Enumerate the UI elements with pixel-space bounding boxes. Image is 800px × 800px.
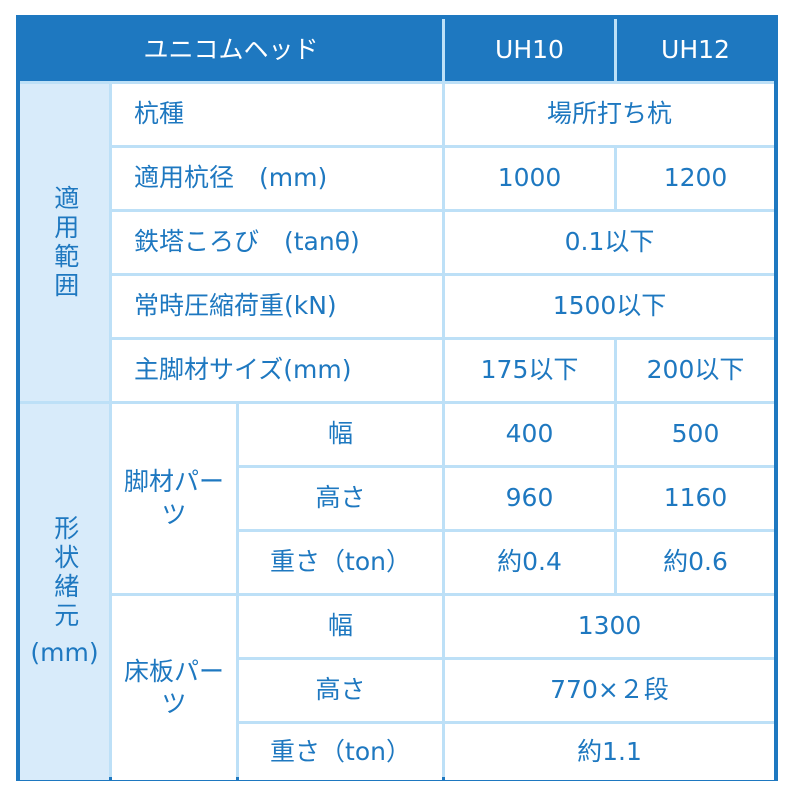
- value-leg-height-uh10: 960: [445, 468, 614, 529]
- row-label-tilt: 鉄塔ころび (tanθ): [112, 212, 442, 273]
- value-load: 1500以下: [445, 276, 774, 337]
- value-leg-weight-uh10: 約0.4: [445, 532, 614, 593]
- row-label-pile-type: 杭種: [112, 84, 442, 145]
- group-scope: 適用範囲: [20, 84, 109, 401]
- value-leg-width-uh10: 400: [445, 404, 614, 465]
- value-tilt: 0.1以下: [445, 212, 774, 273]
- row-label-leg-width: 幅: [239, 404, 442, 465]
- row-label-leg-weight: 重さ（ton）: [239, 532, 442, 593]
- row-label-load: 常時圧縮荷重(kN): [112, 276, 442, 337]
- value-leg-width-uh12: 500: [617, 404, 774, 465]
- value-pile-dia-uh12: 1200: [617, 148, 774, 209]
- row-label-floor-height: 高さ: [239, 660, 442, 721]
- value-pile-dia-uh10: 1000: [445, 148, 614, 209]
- group-shape-unit: (mm): [30, 637, 99, 667]
- group-leg: 脚材パーツ: [112, 404, 236, 593]
- value-leg-weight-uh12: 約0.6: [617, 532, 774, 593]
- group-shape-label: 形状緒元: [50, 514, 80, 631]
- row-label-main-leg: 主脚材サイズ(mm): [112, 340, 442, 401]
- value-floor-width: 1300: [445, 596, 774, 657]
- row-label-leg-height: 高さ: [239, 468, 442, 529]
- group-scope-label: 適用範囲: [50, 184, 80, 301]
- spec-table: ユニコムヘッド UH10 UH12 適用範囲 杭種 場所打ち杭 適用杭径 (mm…: [16, 15, 778, 781]
- header-uh10: UH10: [445, 19, 614, 81]
- value-leg-height-uh12: 1160: [617, 468, 774, 529]
- value-floor-weight: 約1.1: [445, 724, 774, 780]
- value-floor-height: 770×２段: [445, 660, 774, 721]
- row-label-pile-dia: 適用杭径 (mm): [112, 148, 442, 209]
- header-title: ユニコムヘッド: [20, 19, 442, 81]
- value-pile-type: 場所打ち杭: [445, 84, 774, 145]
- group-shape: 形状緒元 (mm): [20, 404, 109, 780]
- value-main-leg-uh10: 175以下: [445, 340, 614, 401]
- group-floor: 床板パーツ: [112, 596, 236, 780]
- value-main-leg-uh12: 200以下: [617, 340, 774, 401]
- row-label-floor-width: 幅: [239, 596, 442, 657]
- row-label-floor-weight: 重さ（ton）: [239, 724, 442, 780]
- header-uh12: UH12: [617, 19, 774, 81]
